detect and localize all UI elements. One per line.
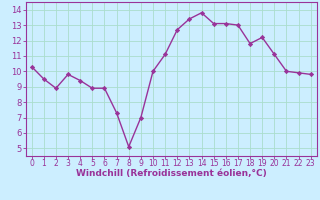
X-axis label: Windchill (Refroidissement éolien,°C): Windchill (Refroidissement éolien,°C) [76, 169, 267, 178]
